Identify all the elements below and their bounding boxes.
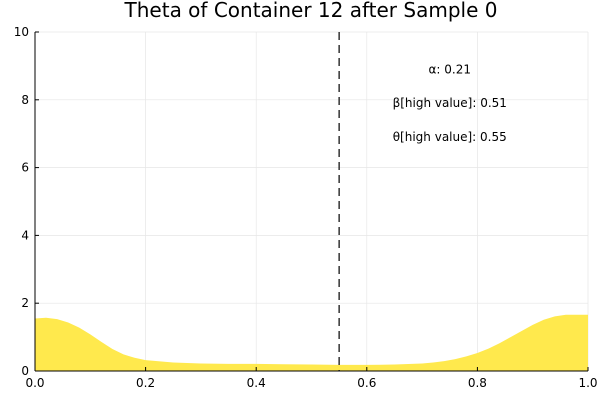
grid <box>34 31 589 372</box>
annotations: α: 0.21 β[high value]: 0.51 θ[high value]:… <box>393 62 507 144</box>
x-tick-label: 0.0 <box>25 376 44 390</box>
annotation-text: β[high value]: 0.51 <box>393 96 507 110</box>
axes <box>34 31 589 372</box>
annotation-text: θ[high value]: 0.55 <box>393 130 507 144</box>
density-area <box>35 314 588 371</box>
y-tick-label: 4 <box>21 228 29 242</box>
y-tick-label: 0 <box>21 364 29 378</box>
x-tick-label: 0.4 <box>247 376 266 390</box>
y-tick-label: 10 <box>14 25 29 39</box>
y-tick-label: 6 <box>21 161 29 175</box>
x-tick-label: 0.6 <box>357 376 376 390</box>
y-tick-label: 8 <box>21 93 29 107</box>
y-tick-label: 2 <box>21 296 29 310</box>
x-tick-label: 0.8 <box>468 376 487 390</box>
chart-title: Theta of Container 12 after Sample 0 <box>124 0 498 22</box>
tick-labels: 0.0 0.2 0.4 0.6 0.8 1.0 0 2 4 6 8 10 <box>14 25 598 390</box>
x-tick-label: 0.2 <box>136 376 155 390</box>
x-tick-label: 1.0 <box>578 376 597 390</box>
annotation-text: α: 0.21 <box>429 62 472 76</box>
